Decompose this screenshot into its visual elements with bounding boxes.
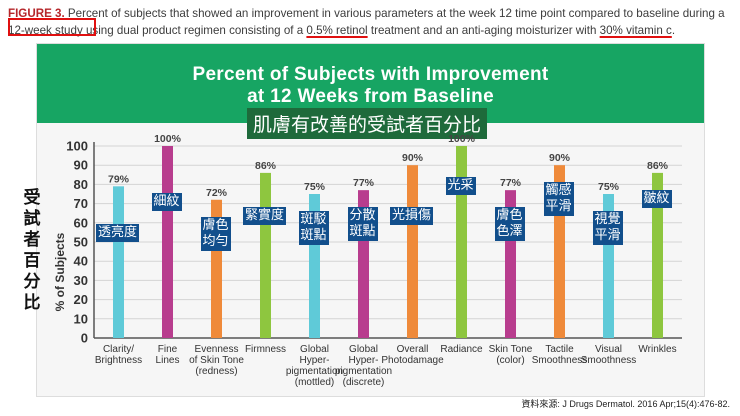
y-tick-label: 50 [74,235,88,250]
y-tick-label: 60 [74,215,88,230]
x-category-label: Firmness [245,344,286,355]
x-category-label: Global [300,344,329,355]
chart-title-line2: at 12 Weeks from Baseline [247,86,494,107]
chart-title-chinese: 肌膚有改善的受試者百分比 [247,108,488,139]
caption-study-duration: 12-week study [8,23,83,37]
caption-text-2: using dual product regimen consisting of… [82,23,307,37]
bar [505,190,516,338]
bar [162,146,173,338]
x-category-label: Evenness [195,344,239,355]
bar [652,172,663,338]
caption-text-1: Percent of subjects that showed an impro… [64,7,725,20]
x-category-label: (discrete) [343,377,385,388]
bar-value-label: 77% [500,177,522,189]
y-tick-label: 100 [66,139,88,154]
caption-vitamin-c: 30% vitamin c [599,23,672,37]
bar [113,186,124,338]
caption-text-3: treatment and an anti-aging moisturizer … [367,23,600,37]
bar-value-label: 72% [206,187,228,199]
y-tick-label: 10 [74,311,88,326]
bar-label-chinese: 緊實度 [243,207,287,225]
bar-value-label: 75% [598,181,620,193]
x-category-label: Lines [156,355,180,366]
y-tick-label: 20 [74,292,88,307]
bar-label-chinese: 光損傷 [390,207,434,225]
bar-label-chinese: 斑駁 斑點 [298,211,329,245]
chart-frame: Percent of Subjects with Improvement at … [36,43,705,397]
bar-label-chinese: 透亮度 [96,224,140,242]
bar-label-chinese: 膚色 均勻 [200,216,231,251]
x-category-label: Smoothness [581,355,637,366]
x-category-label: Photodamage [381,355,444,366]
x-category-label: Smoothness [532,355,588,366]
bar-value-label: 79% [108,173,130,185]
x-category-label: Radiance [440,344,483,355]
bar [456,146,467,338]
bar-label-chinese: 分散 斑點 [347,207,378,242]
bar-label-chinese: 皺紋 [641,189,672,208]
x-category-label: of Skin Tone [189,355,244,366]
study-highlight-box [8,18,96,36]
x-category-label: Visual [595,344,622,355]
bar-value-label: 100% [448,133,476,145]
bar-chart: 0 10 20 30 40 50 60 70 80 90 100 % of Subjects 79% Cl… [53,133,682,388]
bar [211,199,222,338]
y-tick-label: 30 [74,273,88,288]
x-category-label: (mottled) [295,377,334,388]
y-tick-label: 40 [74,254,88,269]
x-category-label: Global [349,344,378,355]
bar-value-label: 86% [255,160,277,172]
bar [554,165,565,338]
y-tick-label: 0 [81,331,88,346]
chart-title-banner: Percent of Subjects with Improvement at … [37,44,704,123]
y-tick-label: 70 [74,196,88,211]
x-category-label: pigmentation [286,366,343,377]
x-category-label: Clarity/ [103,344,134,355]
x-category-label: Hyper- [299,355,329,366]
bar [358,190,369,338]
y-tick-label: 80 [74,177,88,192]
bar-value-label: 90% [402,152,424,164]
figure-label: FIGURE 3. [8,7,65,20]
bar-value-label: 77% [353,177,375,189]
x-category-label: (redness) [195,366,237,377]
x-category-label: Fine [158,344,178,355]
x-category-label: Hyper- [348,355,378,366]
x-category-label: Overall [397,344,429,355]
bar [603,194,614,338]
source-citation: 資料來源: J Drugs Dermatol. 2016 Apr;15(4):4… [521,399,730,409]
chart-title-line1: Percent of Subjects with Improvement [192,64,549,85]
x-category-label: Skin Tone [489,344,533,355]
x-category-label: Tactile [545,344,574,355]
y-axis-label-chinese: 受試者百分比 [23,188,41,313]
bar-label-chinese: 視覺 平滑 [592,211,623,245]
bar [309,194,320,338]
bar-label-chinese: 膚色 色澤 [494,207,525,242]
bar-label-chinese: 觸感 平滑 [543,182,574,217]
x-category-label: Wrinkles [638,344,676,355]
y-tick-label: 90 [74,158,88,173]
y-axis-title: % of Subjects [53,232,67,311]
x-category-label: (color) [496,355,524,366]
x-category-label: pigmentation [335,366,392,377]
bar [407,165,418,338]
caption-text-4: . [671,23,676,37]
bar-value-label: 75% [304,181,326,193]
bar-value-label: 86% [647,160,669,172]
bar-value-label: 100% [154,133,182,145]
bar-value-label: 90% [549,152,571,164]
figure-caption: FIGURE 3. Percent of subjects that showe… [8,6,736,39]
bar-label-chinese: 光采 [445,177,476,195]
bar [260,172,271,338]
x-category-label: Brightness [95,355,142,366]
bar-label-chinese: 細紋 [151,193,182,211]
caption-retinol: 0.5% retinol [306,23,368,37]
